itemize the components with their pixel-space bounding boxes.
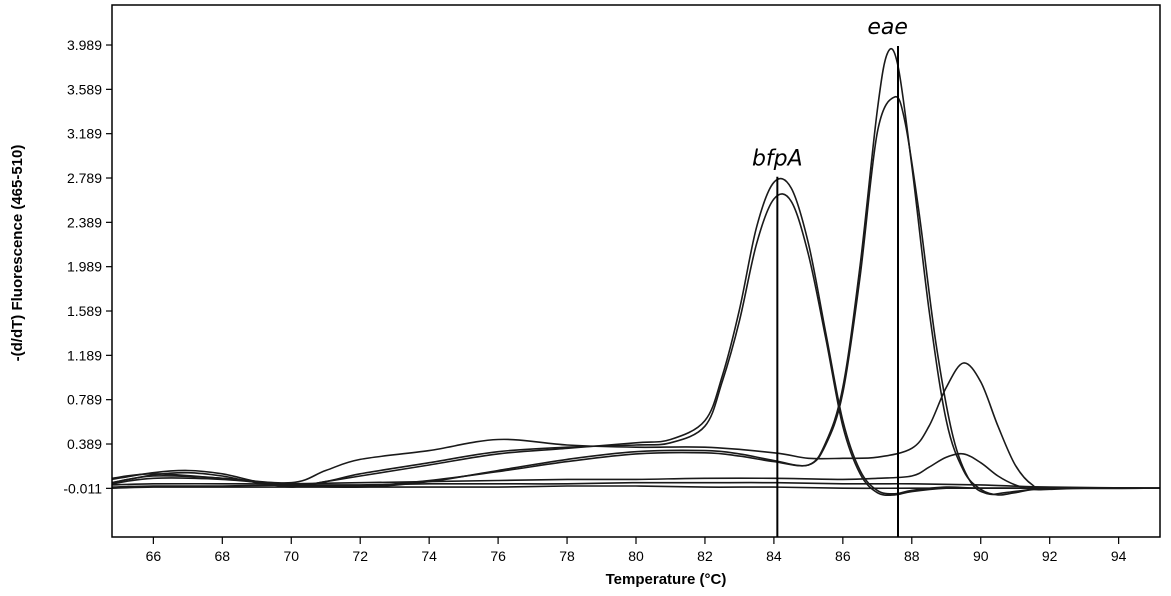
x-tick-label: 90 <box>973 548 989 564</box>
reference-lines-layer <box>776 46 899 537</box>
x-tick-label: 72 <box>352 548 368 564</box>
x-tick-label: 68 <box>215 548 231 564</box>
y-tick-label: 1.589 <box>67 303 102 319</box>
y-tick-label: 0.389 <box>67 436 102 452</box>
y-tick-label: 2.389 <box>67 214 102 230</box>
x-tick-label: 70 <box>283 548 299 564</box>
x-tick-label: 78 <box>559 548 575 564</box>
x-tick-label: 84 <box>766 548 782 564</box>
y-tick-label: 3.189 <box>67 126 102 142</box>
series-line-5 <box>111 362 1161 490</box>
y-tick-label: -0.011 <box>63 480 102 496</box>
y-axis-title: -(d/dT) Fluorescence (465-510) <box>9 145 26 362</box>
x-tick-label: 66 <box>146 548 162 564</box>
y-tick-label: 1.189 <box>67 347 102 363</box>
x-tick-label: 94 <box>1111 548 1127 564</box>
x-tick-label: 82 <box>697 548 713 564</box>
curves-layer <box>111 47 1161 497</box>
series-line-2 <box>111 193 1160 497</box>
x-tick-label: 80 <box>628 548 644 564</box>
y-tick-label: 3.589 <box>67 81 102 97</box>
x-tick-label: 76 <box>490 548 506 564</box>
x-tick-label: 88 <box>904 548 920 564</box>
peak-label-eae: eae <box>867 15 908 40</box>
series-line-7 <box>111 481 1161 489</box>
x-tick-label: 74 <box>421 548 437 564</box>
x-axis: 66 68 70 72 74 76 78 80 82 84 86 88 90 92 94 <box>146 537 1127 564</box>
x-axis-title: Temperature (°C) <box>606 571 727 588</box>
series-line-8 <box>111 485 1160 490</box>
y-tick-label: 2.789 <box>67 170 102 186</box>
peak-label-bfpa: bfpA <box>752 147 803 172</box>
x-tick-label: 86 <box>835 548 851 564</box>
y-tick-label: 3.989 <box>67 37 102 53</box>
x-tick-label: 92 <box>1042 548 1058 564</box>
y-axis: -0.011 0.389 0.789 1.189 1.589 1.989 2.389 2.78… <box>63 37 112 496</box>
series-line-6 <box>111 452 1161 491</box>
y-tick-label: 1.989 <box>67 259 102 275</box>
y-tick-label: 0.789 <box>67 392 102 408</box>
